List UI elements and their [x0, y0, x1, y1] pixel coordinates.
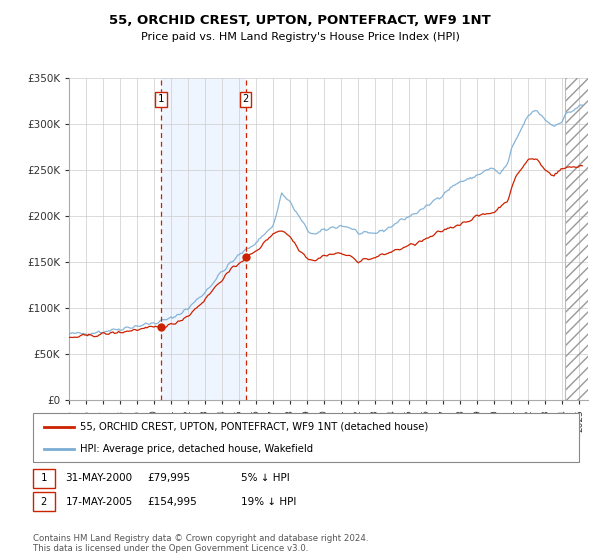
- Text: 2: 2: [41, 497, 47, 507]
- Text: 2: 2: [242, 94, 249, 104]
- Bar: [161, 78, 245, 400]
- Text: 5% ↓ HPI: 5% ↓ HPI: [241, 473, 289, 483]
- Text: 31-MAY-2000: 31-MAY-2000: [65, 473, 133, 483]
- Text: Contains HM Land Registry data © Crown copyright and database right 2024.
This d: Contains HM Land Registry data © Crown c…: [33, 534, 368, 553]
- Text: 1: 1: [41, 473, 47, 483]
- Text: £154,995: £154,995: [148, 497, 197, 507]
- Text: 19% ↓ HPI: 19% ↓ HPI: [241, 497, 296, 507]
- Text: 1: 1: [158, 94, 164, 104]
- Text: 55, ORCHID CREST, UPTON, PONTEFRACT, WF9 1NT (detached house): 55, ORCHID CREST, UPTON, PONTEFRACT, WF9…: [80, 422, 428, 432]
- Text: 17-MAY-2005: 17-MAY-2005: [65, 497, 133, 507]
- Bar: [565, 78, 588, 400]
- Text: Price paid vs. HM Land Registry's House Price Index (HPI): Price paid vs. HM Land Registry's House …: [140, 32, 460, 43]
- Text: 55, ORCHID CREST, UPTON, PONTEFRACT, WF9 1NT: 55, ORCHID CREST, UPTON, PONTEFRACT, WF9…: [109, 14, 491, 27]
- Text: £79,995: £79,995: [148, 473, 191, 483]
- Text: HPI: Average price, detached house, Wakefield: HPI: Average price, detached house, Wake…: [80, 444, 313, 454]
